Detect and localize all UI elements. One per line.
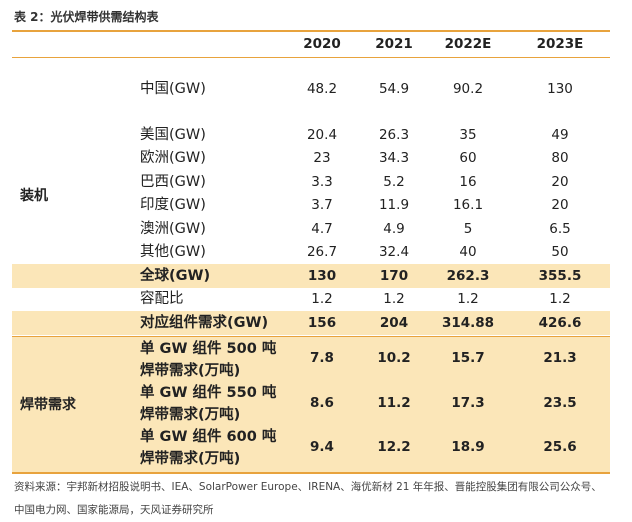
row-label: 澳洲(GW): [140, 221, 206, 237]
source-line-2: 中国电力网、国家能源局，天风证券研究所: [14, 504, 214, 516]
cell: 5: [463, 221, 473, 237]
cell: 262.3: [446, 268, 490, 284]
row-label: 中国(GW): [140, 81, 206, 97]
row-label-line1: 单 GW 组件 600 吨: [140, 429, 277, 445]
cell: 5.2: [383, 174, 405, 190]
cell: 26.7: [306, 244, 338, 260]
header-rule: [12, 57, 610, 58]
cell: 9.4: [310, 439, 334, 455]
cell: 7.8: [310, 350, 334, 366]
col-2020: 2020: [303, 36, 341, 52]
cell: 3.3: [311, 174, 333, 190]
cell: 23.5: [543, 395, 577, 411]
row-label: 其他(GW): [140, 244, 206, 260]
cell: 130: [307, 268, 337, 284]
group-install: 装机: [20, 188, 48, 204]
cell: 130: [547, 81, 573, 97]
cell: 16.1: [452, 197, 484, 213]
cell: 11.2: [377, 395, 411, 411]
group-demand: 焊带需求: [20, 397, 76, 413]
group-divider: [12, 336, 610, 337]
cell: 23: [313, 150, 331, 166]
module-demand-row-bg: [12, 311, 610, 335]
row-label-line1: 单 GW 组件 550 吨: [140, 385, 277, 401]
col-2021: 2021: [375, 36, 413, 52]
cell: 1.2: [549, 291, 571, 307]
cell: 6.5: [549, 221, 571, 237]
row-label: 单 GW 组件 500 吨 焊带需求(万吨): [140, 338, 276, 382]
cell: 314.88: [441, 315, 495, 331]
cell: 1.2: [457, 291, 479, 307]
source-note: 资料来源：宇邦新材招股说明书、IEA、SolarPower Europe、IRE…: [14, 476, 620, 522]
cell: 17.3: [451, 395, 485, 411]
cell: 18.9: [451, 439, 485, 455]
row-label-line2: 焊带需求(万吨): [140, 451, 241, 467]
cell: 355.5: [538, 268, 582, 284]
cell: 10.2: [377, 350, 411, 366]
cell: 204: [379, 315, 409, 331]
col-2023e: 2023E: [536, 36, 584, 52]
row-label: 单 GW 组件 550 吨 焊带需求(万吨): [140, 382, 276, 426]
cell: 80: [551, 150, 569, 166]
cell: 25.6: [543, 439, 577, 455]
cell: 4.9: [383, 221, 405, 237]
cell: 48.2: [306, 81, 338, 97]
row-label-line1: 单 GW 组件 500 吨: [140, 341, 277, 357]
row-label: 欧洲(GW): [140, 150, 206, 166]
table-title: 表 2：光伏焊带供需结构表: [14, 10, 159, 24]
cell: 16: [459, 174, 477, 190]
cell: 3.7: [311, 197, 333, 213]
cell: 20.4: [306, 127, 338, 143]
cell: 90.2: [452, 81, 484, 97]
cell: 40: [459, 244, 477, 260]
cell: 50: [551, 244, 569, 260]
cell: 54.9: [378, 81, 410, 97]
row-label: 印度(GW): [140, 197, 206, 213]
top-rule: [12, 30, 610, 32]
cell: 15.7: [451, 350, 485, 366]
cell: 34.3: [378, 150, 410, 166]
cell: 60: [459, 150, 477, 166]
row-label: 单 GW 组件 600 吨 焊带需求(万吨): [140, 426, 276, 470]
bottom-rule: [12, 472, 610, 474]
cell: 35: [459, 127, 477, 143]
cell: 21.3: [543, 350, 577, 366]
cell: 426.6: [538, 315, 582, 331]
row-label: 巴西(GW): [140, 174, 206, 190]
row-label: 对应组件需求(GW): [140, 315, 269, 331]
cell: 4.7: [311, 221, 333, 237]
col-2022e: 2022E: [444, 36, 492, 52]
row-label: 容配比: [140, 291, 184, 307]
cell: 170: [379, 268, 409, 284]
cell: 26.3: [378, 127, 410, 143]
row-label: 美国(GW): [140, 127, 206, 143]
cell: 20: [551, 174, 569, 190]
cell: 49: [551, 127, 569, 143]
cell: 1.2: [383, 291, 405, 307]
row-label-line2: 焊带需求(万吨): [140, 363, 241, 379]
cell: 8.6: [310, 395, 334, 411]
cell: 20: [551, 197, 569, 213]
source-line-1: 资料来源：宇邦新材招股说明书、IEA、SolarPower Europe、IRE…: [14, 481, 602, 493]
cell: 11.9: [378, 197, 410, 213]
row-label-line2: 焊带需求(万吨): [140, 407, 241, 423]
cell: 156: [307, 315, 337, 331]
cell: 12.2: [377, 439, 411, 455]
demand-rows-bg: [12, 337, 610, 472]
global-row-bg: [12, 264, 610, 288]
row-label: 全球(GW): [140, 268, 211, 284]
cell: 32.4: [378, 244, 410, 260]
cell: 1.2: [311, 291, 333, 307]
